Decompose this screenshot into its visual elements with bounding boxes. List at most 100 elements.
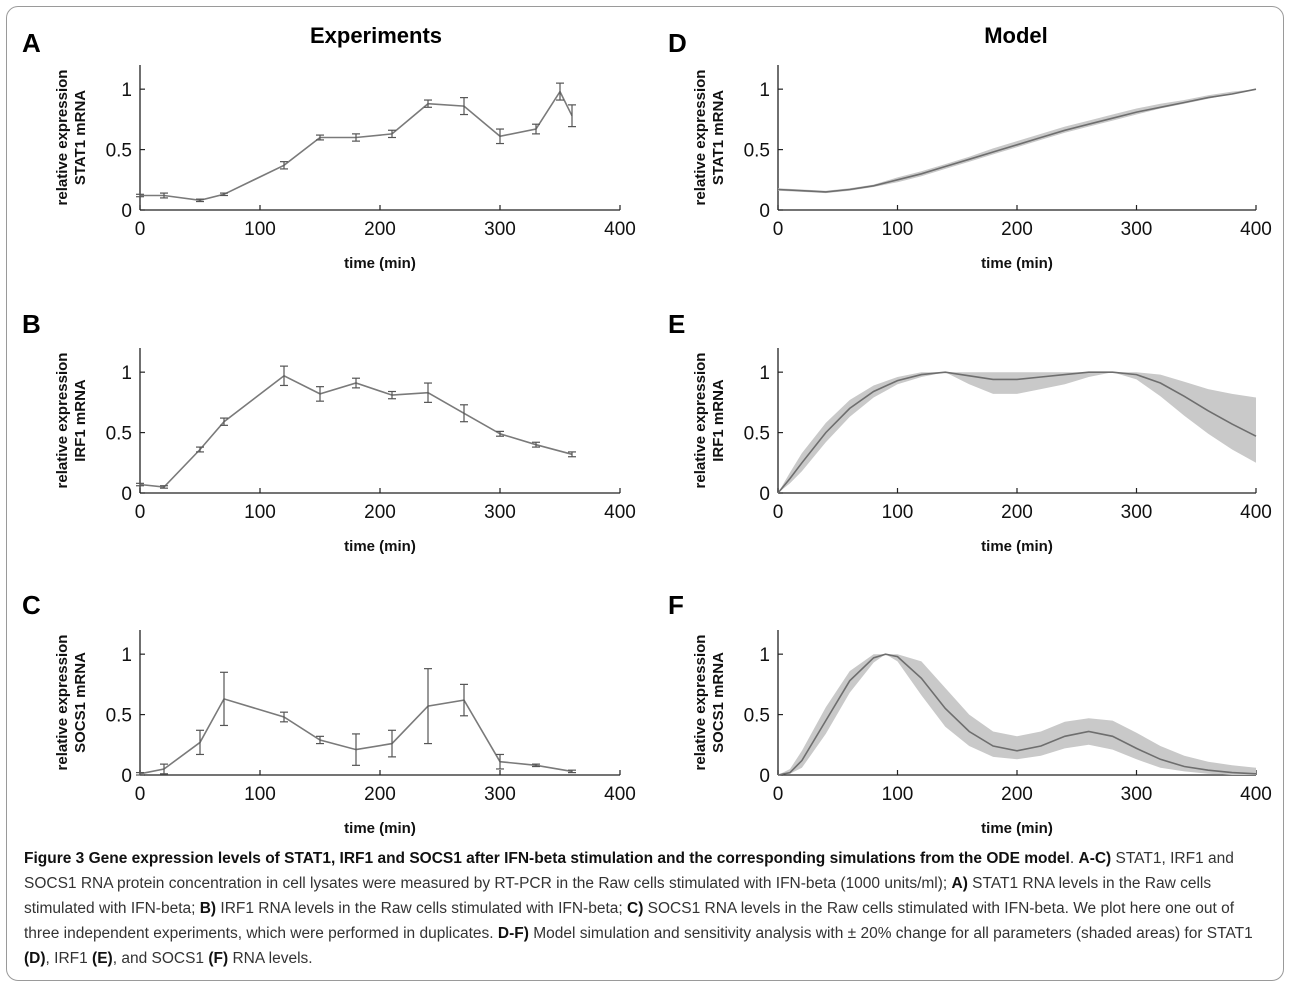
error-bar bbox=[496, 128, 504, 145]
x-tick-label: 100 bbox=[882, 219, 914, 240]
sensitivity-band bbox=[778, 372, 1256, 493]
y-axis-label: relative expression bbox=[692, 353, 709, 489]
x-tick-label: 200 bbox=[1001, 784, 1033, 805]
caption-panel-ref: C) bbox=[627, 900, 644, 917]
caption-text: SOCS1 RNA levels in the Raw cells stimul… bbox=[24, 900, 1235, 942]
x-axis-label: time (min) bbox=[344, 255, 416, 272]
x-tick-label: 100 bbox=[882, 502, 914, 523]
error-bar bbox=[352, 733, 360, 766]
y-tick-label: 0.5 bbox=[744, 141, 770, 162]
panel-letter: E bbox=[668, 309, 685, 339]
y-tick-label: 0 bbox=[121, 766, 132, 787]
error-bar bbox=[136, 482, 144, 487]
error-bar bbox=[424, 99, 432, 108]
x-tick-label: 0 bbox=[773, 784, 784, 805]
x-tick-label: 400 bbox=[604, 219, 636, 240]
error-bar bbox=[280, 711, 288, 723]
error-bar bbox=[388, 129, 396, 139]
error-bar bbox=[568, 104, 576, 128]
model-line bbox=[777, 371, 1257, 494]
error-bar bbox=[160, 763, 168, 775]
panel-letter: D bbox=[668, 28, 687, 58]
x-tick-label: 100 bbox=[244, 219, 276, 240]
error-bar bbox=[316, 735, 324, 745]
y-tick-label: 0 bbox=[759, 201, 770, 222]
error-bar bbox=[352, 377, 360, 389]
y-axis-label: relative expression bbox=[692, 635, 709, 771]
error-bar bbox=[220, 192, 228, 197]
x-tick-label: 200 bbox=[1001, 219, 1033, 240]
y-axis-label: IRF1 mRNA bbox=[710, 379, 727, 462]
x-tick-label: 400 bbox=[604, 502, 636, 523]
model-line bbox=[777, 88, 1257, 193]
x-tick-label: 100 bbox=[244, 502, 276, 523]
x-tick-label: 300 bbox=[484, 502, 516, 523]
y-tick-label: 1 bbox=[759, 363, 770, 384]
caption-panel-ref: D-F) bbox=[497, 925, 529, 942]
error-bar bbox=[136, 193, 144, 198]
caption-body: . A-C) STAT1, IRF1 and SOCS1 RNA protein… bbox=[24, 850, 1253, 967]
error-bar bbox=[556, 82, 564, 101]
error-bar bbox=[388, 729, 396, 758]
panel-letter: F bbox=[668, 590, 684, 620]
caption-text: , IRF1 bbox=[45, 950, 93, 967]
x-axis-label: time (min) bbox=[981, 820, 1053, 837]
y-axis-label: relative expression bbox=[54, 353, 71, 489]
x-tick-label: 300 bbox=[1121, 219, 1153, 240]
y-tick-label: 0.5 bbox=[106, 424, 132, 445]
chart-panel-d: D 0 100 200 300 400 0 0.5 1 time (min) relative ex… bbox=[668, 28, 1272, 272]
error-bar bbox=[496, 430, 504, 437]
x-tick-label: 300 bbox=[484, 784, 516, 805]
y-axis-label: SOCS1 mRNA bbox=[710, 652, 727, 753]
x-tick-label: 400 bbox=[604, 784, 636, 805]
x-axis-label: time (min) bbox=[981, 538, 1053, 555]
x-axis-label: time (min) bbox=[981, 255, 1053, 272]
column-title-model: Model bbox=[984, 23, 1048, 48]
caption-panel-ref: A-C) bbox=[1078, 850, 1112, 867]
error-bar bbox=[424, 668, 432, 745]
caption-panel-ref: A) bbox=[951, 875, 968, 892]
x-tick-label: 300 bbox=[1121, 502, 1153, 523]
error-bar bbox=[460, 404, 468, 423]
x-tick-label: 100 bbox=[882, 784, 914, 805]
chart-panel-e: E 0 100 200 300 400 0 0.5 1 time (min) relative ex… bbox=[668, 309, 1272, 555]
y-axis-label: STAT1 mRNA bbox=[710, 90, 727, 185]
y-axis-label: relative expression bbox=[54, 70, 71, 206]
caption-text: , and SOCS1 bbox=[112, 950, 209, 967]
x-tick-label: 0 bbox=[773, 219, 784, 240]
y-tick-label: 0 bbox=[121, 484, 132, 505]
series-line bbox=[140, 89, 573, 202]
x-tick-label: 0 bbox=[773, 502, 784, 523]
y-tick-label: 1 bbox=[759, 80, 770, 101]
caption-panel-ref: (D) bbox=[24, 950, 46, 967]
y-tick-label: 0 bbox=[121, 201, 132, 222]
sensitivity-band bbox=[778, 89, 1256, 194]
caption-text: Model simulation and sensitivity analysi… bbox=[528, 925, 1253, 942]
caption-text: IRF1 RNA levels in the Raw cells stimula… bbox=[216, 900, 627, 917]
error-bar bbox=[196, 198, 204, 203]
y-tick-label: 0 bbox=[759, 484, 770, 505]
x-tick-label: 200 bbox=[364, 502, 396, 523]
figure-caption: Figure 3 Gene expression levels of STAT1… bbox=[24, 846, 1269, 971]
caption-panel-ref: (E) bbox=[92, 950, 113, 967]
caption-text: STAT1, IRF1 and SOCS1 RNA protein concen… bbox=[24, 850, 1234, 892]
caption-title: Figure 3 Gene expression levels of STAT1… bbox=[24, 850, 1070, 867]
panel-letter: A bbox=[22, 28, 41, 58]
x-tick-label: 200 bbox=[1001, 502, 1033, 523]
y-axis-label: SOCS1 mRNA bbox=[72, 652, 89, 753]
sensitivity-band bbox=[778, 654, 1256, 775]
y-axis-label: STAT1 mRNA bbox=[72, 90, 89, 185]
series-line bbox=[139, 374, 573, 488]
error-bar bbox=[220, 417, 228, 426]
caption-panel-ref: (F) bbox=[208, 950, 229, 967]
x-tick-label: 200 bbox=[364, 784, 396, 805]
x-tick-label: 400 bbox=[1240, 502, 1272, 523]
y-tick-label: 0.5 bbox=[744, 706, 770, 727]
figure-frame bbox=[6, 6, 1284, 981]
error-bar bbox=[196, 446, 204, 453]
panel-letter: B bbox=[22, 309, 41, 339]
error-bar bbox=[280, 365, 288, 387]
y-axis-label: relative expression bbox=[692, 70, 709, 206]
y-tick-label: 1 bbox=[121, 363, 132, 384]
caption-text: RNA levels. bbox=[228, 950, 313, 967]
